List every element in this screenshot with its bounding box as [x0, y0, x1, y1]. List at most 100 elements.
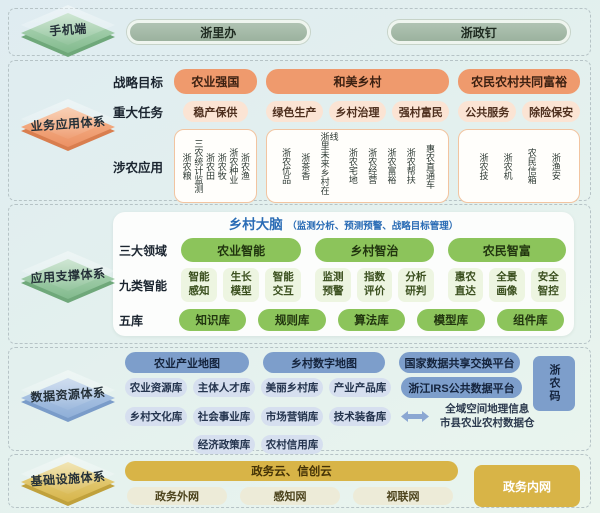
database-pill: 技术装备库 [329, 407, 391, 427]
library-pill: 模型库 [417, 309, 485, 331]
mobile-app-zhezhengding: 浙政钉 [387, 20, 570, 44]
network-pill: 政务外网 [127, 487, 227, 505]
intelligence-box-text: 指数评价 [363, 271, 385, 297]
geo-data-note: 全域空间地理信息 市县农业农村数据仓 [440, 403, 535, 430]
platform-pill: 国家数据共享交换平台 [399, 352, 520, 373]
agri-app-name: 浙农渔 [240, 152, 251, 180]
agri-app-name: 浙农优品 [281, 148, 292, 184]
irs-platform-pill: 浙江IRS公共数据平台 [401, 377, 522, 398]
agri-apps-box-1: 浙农粮 三农统计监测 浙农田 浙农牧 浙农种业 浙农渔 [174, 129, 257, 203]
database-pill: 美丽乡村库 [261, 378, 323, 397]
gov-intranet-box: 政务内网 [474, 465, 580, 507]
tasks-group-1: 稳产保供 [174, 101, 257, 122]
geo-note-line1: 全域空间地理信息 [445, 403, 530, 415]
support-band-platform: 应用支撑体系 [21, 251, 115, 303]
gov-cloud-pill: 政务云、信创云 [125, 461, 458, 481]
mobile-band-section: 手机端 浙里办 浙政钉 [8, 5, 591, 57]
rural-brain-title: 乡村大脑 [228, 217, 283, 232]
data-content: 农业产业地图 乡村数字地图 国家数据共享交换平台 农业资源库 主体人才库 美丽乡… [113, 352, 590, 455]
intelligence-box-text: 分析研判 [405, 271, 427, 297]
agri-app-name: 浙农田 [205, 152, 216, 180]
intelligence-box: 智能交互 [265, 268, 302, 302]
database-pill: 社会事业库 [193, 407, 255, 427]
tasks-group-3: 公共服务 除险保安 [458, 101, 580, 122]
row-label-agri-apps: 涉农应用 [113, 160, 164, 175]
agri-app-name: 浙渔安 [550, 152, 561, 180]
row-label-tasks: 重大任务 [113, 106, 164, 120]
intelligence-box: 生长模型 [223, 268, 260, 302]
intelligence-box-text: 监测预警 [322, 271, 344, 297]
intelligence-group-2: 监测预警 指数评价 分析研判 [315, 268, 434, 302]
library-pill: 算法库 [337, 309, 406, 331]
domain-pill: 农业智能 [181, 238, 302, 262]
strategy-pill: 农民农村共同富裕 [458, 69, 580, 94]
business-band-section: 业务应用体系 战略目标 农业强国 和美乡村 农民农村共同富裕 重大任务 稳产保供… [8, 60, 591, 203]
mobile-band-platform: 手机端 [21, 5, 115, 57]
agri-app-name: 浙农富裕 [386, 148, 397, 184]
agri-apps-box-3: 浙农技 浙农机 农民信箱 浙渔安 [458, 129, 580, 203]
task-pill: 稳产保供 [183, 101, 248, 122]
task-pill: 乡村治理 [328, 101, 387, 122]
intelligence-group-3: 惠农直达 全景画像 安全智控 [447, 268, 566, 302]
data-band-platform: 数据资源体系 [21, 370, 115, 422]
agri-app-name: 惠农直通车 [425, 143, 436, 189]
domain-pill: 乡村智治 [315, 238, 434, 262]
library-pill: 规则库 [258, 309, 326, 331]
support-band-section: 应用支撑体系 乡村大脑 （监测分析、预测预警、战略目标管理） 三大领域 农业智能… [8, 204, 591, 344]
row-label-intelligences: 九类智能 [119, 278, 168, 293]
task-pill: 强村富民 [392, 101, 450, 122]
intelligence-box-text: 智能感知 [188, 271, 210, 297]
infra-band-section: 基础设施体系 政务云、信创云 政务外网 感知网 视联网 政务内网 [8, 454, 591, 508]
domain-pill: 农民智富 [447, 238, 566, 262]
database-pill: 乡村文化库 [125, 407, 187, 427]
database-pill: 主体人才库 [193, 378, 255, 397]
intelligence-box-text: 惠农直达 [454, 271, 476, 297]
agri-app-name: 农民信箱 [526, 148, 537, 184]
intelligence-box: 分析研判 [398, 268, 434, 302]
infra-band-platform: 基础设施体系 [21, 454, 115, 506]
intelligence-box: 智能感知 [181, 268, 218, 302]
database-pill: 产业产品库 [329, 378, 391, 397]
data-row-4: 经济政策库 农村信用库 [193, 435, 590, 455]
networks-row: 政务外网 感知网 视联网 [127, 487, 590, 505]
library-pill: 知识库 [179, 309, 247, 331]
agri-app-name: 浙茶香 [300, 152, 311, 180]
data-row-2: 农业资源库 主体人才库 美丽乡村库 产业产品库 浙江IRS公共数据平台 [125, 377, 590, 398]
map-pill: 农业产业地图 [125, 352, 249, 373]
infra-content: 政务云、信创云 政务外网 感知网 视联网 政务内网 [113, 461, 590, 513]
library-pill: 组件库 [496, 309, 565, 331]
intelligence-box: 安全智控 [530, 268, 566, 302]
intelligence-group-1: 智能感知 生长模型 智能交互 [181, 268, 302, 302]
mobile-apps-row: 浙里办 浙政钉 [9, 9, 590, 55]
libraries-row: 五库 知识库 规则库 算法库 模型库 组件库 [119, 309, 565, 331]
row-label-libraries: 五库 [119, 313, 144, 328]
intelligence-box-text: 智能交互 [272, 271, 294, 297]
data-row-3: 乡村文化库 社会事业库 市场营销库 技术装备库 全域空间地理信息 市县农业农村数… [125, 403, 590, 430]
mobile-app-zheliban: 浙里办 [127, 20, 310, 44]
exchange-arrow-icon [401, 410, 429, 423]
agri-app-name: 浙农帮扶 [405, 148, 416, 184]
intelligence-box: 监测预警 [315, 268, 351, 302]
zhenongma-code-label: 浙农码 [548, 364, 560, 403]
business-band-platform: 业务应用体系 [21, 99, 115, 151]
agri-app-name: 浙农机 [502, 152, 513, 180]
row-label-strategy: 战略目标 [113, 76, 164, 90]
task-pill: 绿色生产 [265, 101, 323, 122]
geo-note-line2: 市县农业农村数据仓 [440, 416, 535, 429]
database-pill: 农业资源库 [125, 378, 187, 397]
task-pill: 公共服务 [458, 101, 517, 122]
task-pill: 除险保安 [522, 101, 580, 122]
support-grid: 三大领域 农业智能 乡村智治 农民智富 九类智能 智能感知 生长模型 智能交互 … [119, 238, 566, 302]
zhenongma-code-box: 浙农码 [533, 356, 575, 411]
agri-app-name: 浙农技 [478, 152, 489, 180]
agri-app-name: 浙农经营 [367, 148, 378, 184]
agri-app-name: 浙农牧 [216, 152, 227, 180]
intelligence-box: 全景画像 [489, 268, 525, 302]
map-pill: 乡村数字地图 [263, 352, 385, 373]
database-pill: 经济政策库 [193, 435, 255, 455]
strategy-pill: 和美乡村 [265, 69, 450, 94]
intelligence-box: 指数评价 [356, 268, 393, 302]
data-row-maps: 农业产业地图 乡村数字地图 国家数据共享交换平台 [125, 352, 590, 373]
database-pill: 农村信用库 [261, 435, 323, 455]
